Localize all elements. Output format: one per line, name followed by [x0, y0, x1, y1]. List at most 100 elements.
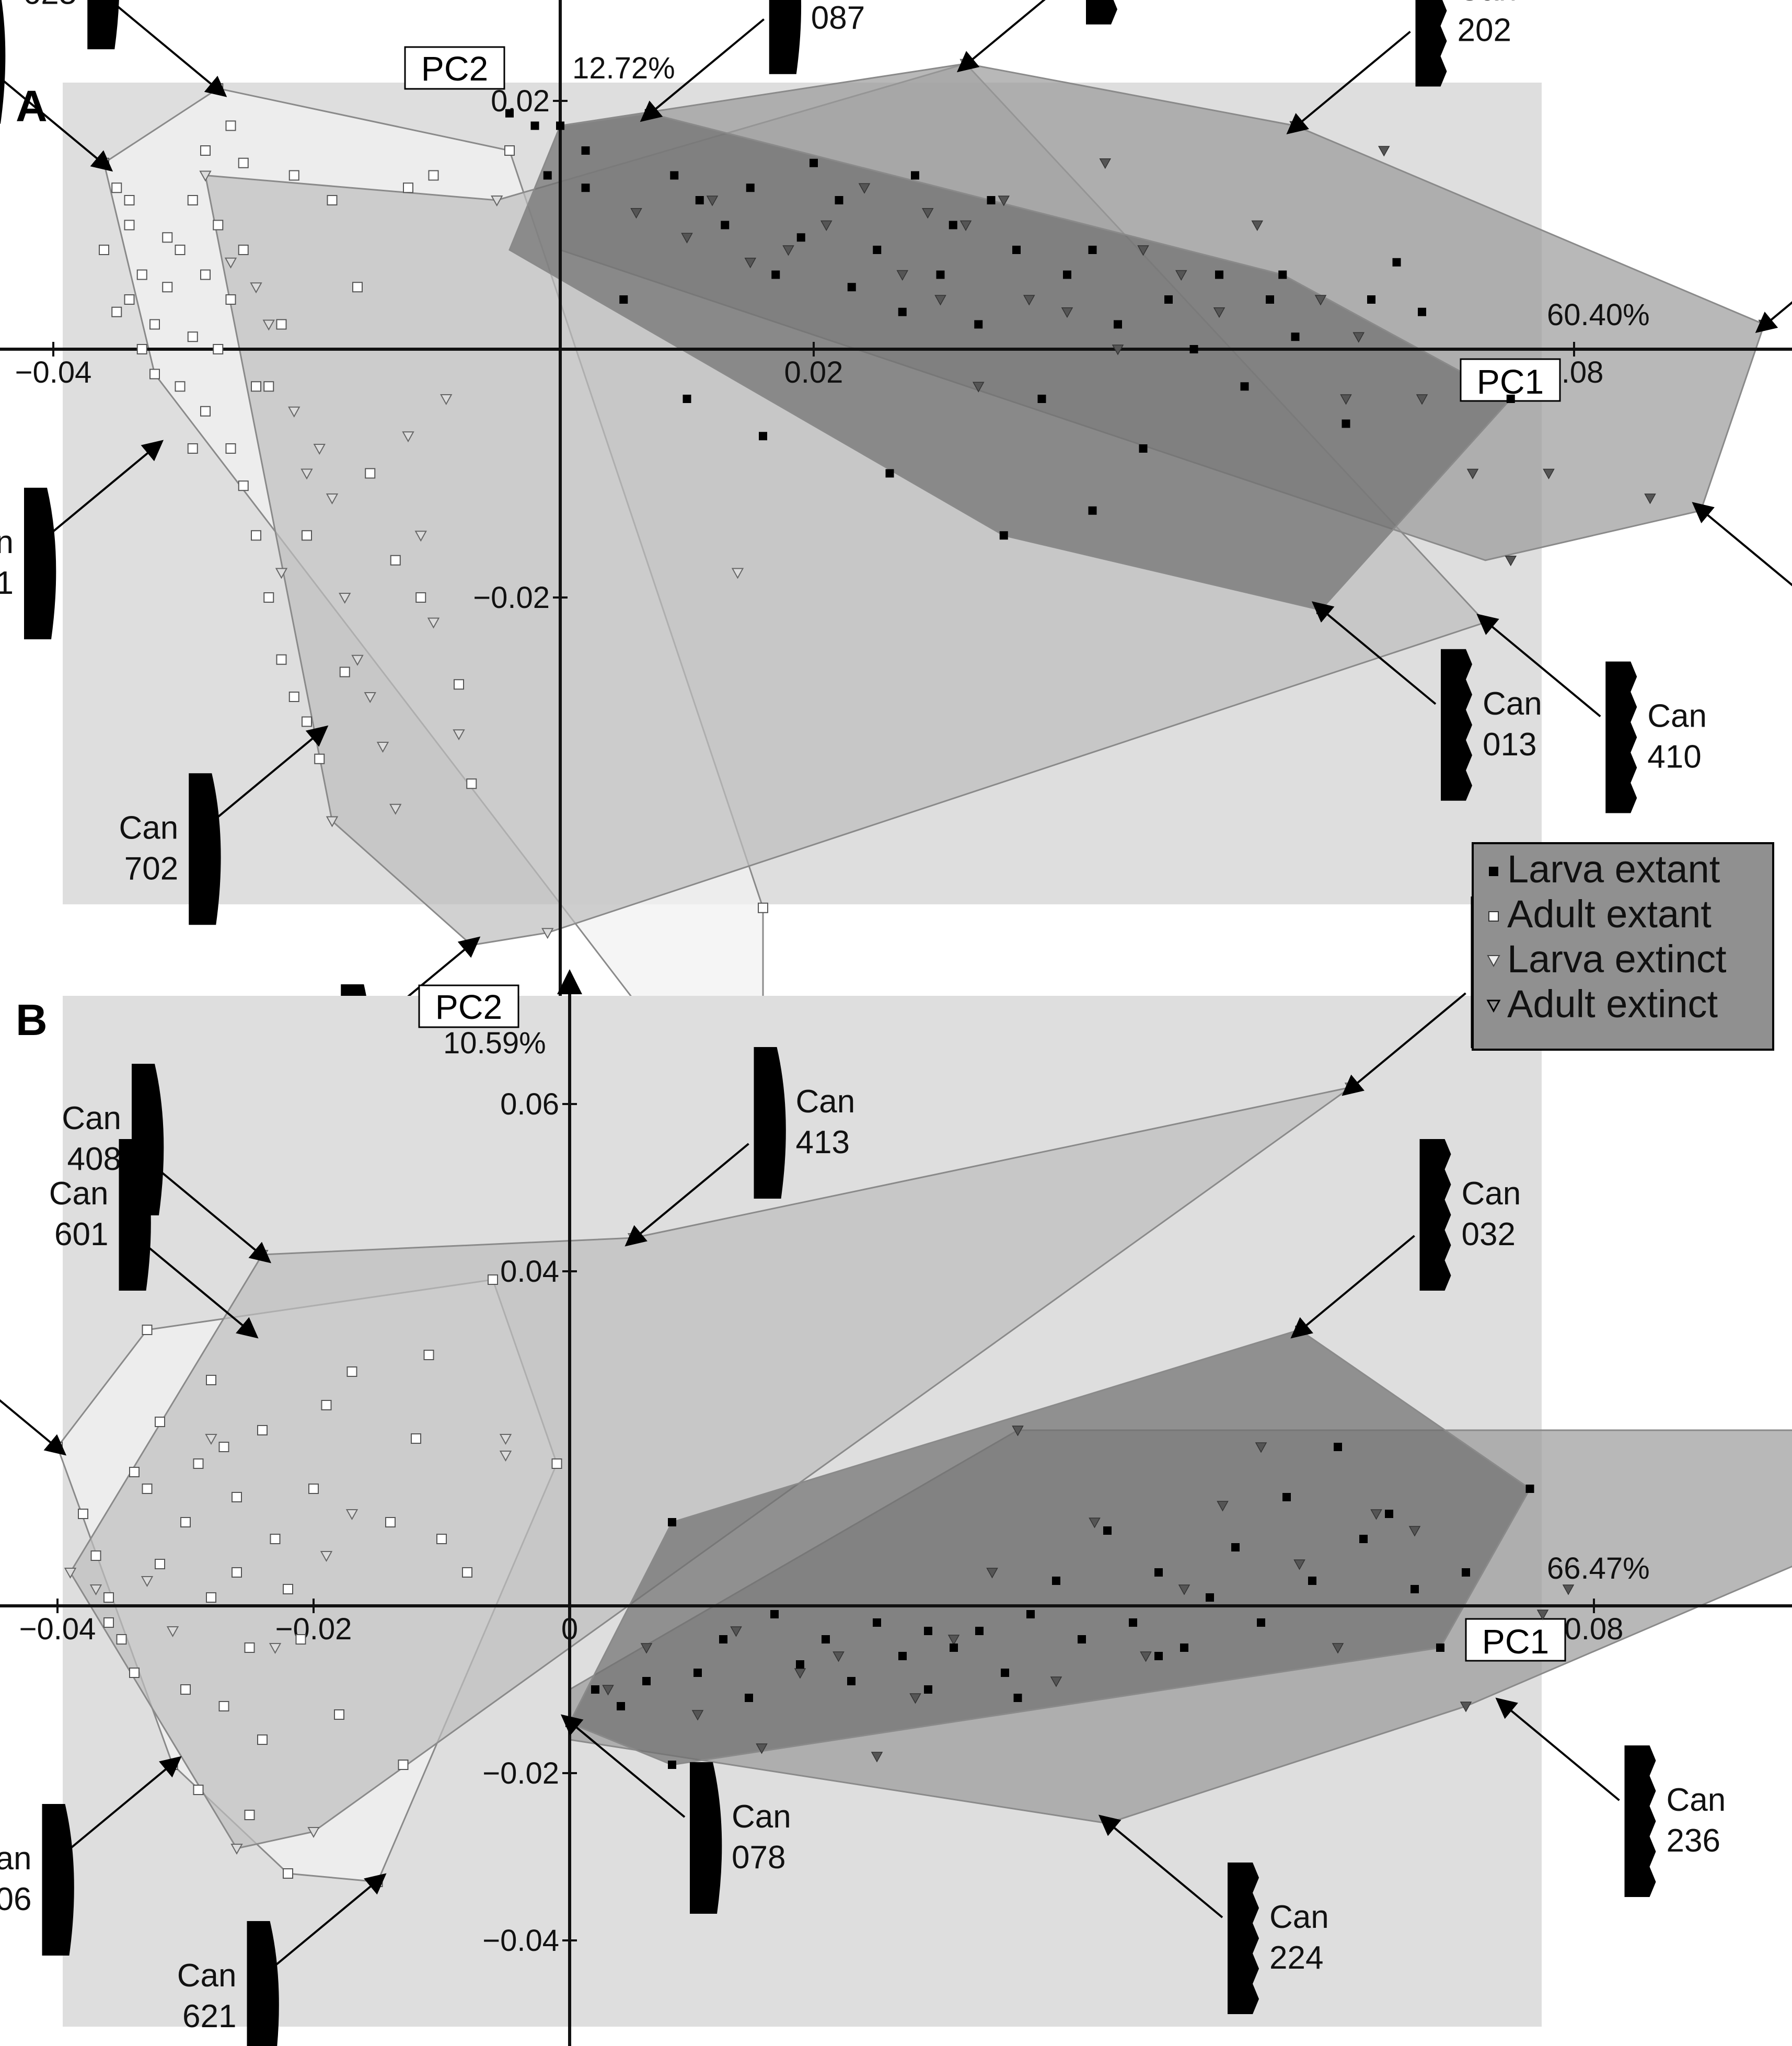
point-adult-extinct — [339, 593, 351, 604]
point-larva-extant — [770, 1610, 779, 1618]
point-adult-extant — [180, 1684, 191, 1695]
callout-label-line1: Can — [732, 1799, 791, 1835]
mandible-silhouette-icon — [690, 1762, 722, 1914]
y-tick-label: −0.04 — [482, 1924, 559, 1958]
mandible-silhouette-icon — [247, 1921, 279, 2046]
point-adult-extinct — [141, 1576, 154, 1588]
point-larva-extinct — [1023, 295, 1035, 306]
point-adult-extant — [454, 679, 464, 690]
x-axis-title-text: PC1 — [1482, 1622, 1549, 1661]
y-axis-title-box — [418, 984, 519, 1028]
callout-can-202: Can 202 — [1286, 0, 1517, 135]
callout-arrow — [625, 1143, 749, 1247]
callout-label-line2: 087 — [811, 0, 865, 36]
point-larva-extant — [591, 1685, 599, 1694]
point-adult-extinct — [307, 1827, 320, 1838]
point-adult-extinct — [731, 568, 744, 579]
point-larva-extant — [1367, 295, 1375, 304]
point-larva-extant — [556, 121, 564, 130]
point-adult-extant — [504, 145, 515, 156]
point-adult-extant — [129, 1467, 140, 1477]
x-variance-label: 60.40% — [1547, 298, 1650, 332]
point-larva-extant — [1206, 1593, 1214, 1602]
point-larva-extant — [619, 295, 628, 304]
point-larva-extinct — [1543, 468, 1555, 480]
point-adult-extinct — [499, 1434, 512, 1445]
callout-arrow — [262, 1873, 387, 1977]
point-adult-extinct — [499, 1451, 512, 1462]
point-adult-extant — [99, 245, 109, 255]
callout-can-013: Can 013 — [1311, 601, 1542, 801]
point-larva-extant — [642, 1677, 651, 1685]
point-adult-extant — [411, 1433, 421, 1444]
point-adult-extant — [251, 530, 261, 541]
point-larva-extant — [1308, 1577, 1316, 1585]
point-adult-extant — [238, 157, 249, 168]
point-adult-extant — [302, 716, 312, 727]
mandible-silhouette-icon — [1624, 1745, 1656, 1897]
point-adult-extant — [321, 1400, 332, 1410]
point-larva-extant — [999, 531, 1008, 540]
panel-letter: A — [16, 82, 48, 131]
callout-can-621: Can 621 — [177, 1873, 387, 2046]
point-adult-extant — [78, 1509, 88, 1519]
callout-label-line1: Can — [1269, 1899, 1329, 1935]
callout-label-line2: 621 — [182, 1998, 236, 2034]
point-larva-extant — [1001, 1669, 1009, 1677]
point-larva-extinct — [959, 220, 972, 232]
point-larva-extant — [1078, 1635, 1086, 1643]
legend-symbol-adult-extinct — [1486, 999, 1501, 1013]
callout-arrow — [134, 1235, 259, 1339]
callout-label-line1: Can — [1647, 698, 1707, 734]
point-adult-extant — [200, 406, 211, 417]
point-adult-extinct — [166, 1626, 179, 1638]
callout-label-line1: Can — [0, 524, 14, 560]
point-adult-extant — [327, 195, 338, 205]
legend-label: Adult extant — [1507, 892, 1712, 936]
point-adult-extinct — [402, 431, 414, 443]
point-adult-extinct — [389, 803, 402, 815]
point-adult-extant — [251, 381, 261, 392]
point-larva-extinct — [1213, 307, 1226, 318]
point-adult-extant — [193, 1785, 204, 1795]
point-adult-extant — [288, 170, 299, 181]
point-adult-extinct — [427, 617, 440, 629]
point-larva-extant — [581, 146, 590, 155]
point-larva-extant — [719, 1635, 727, 1643]
point-larva-extant — [1525, 1485, 1534, 1493]
point-adult-extinct — [269, 1643, 282, 1654]
point-larva-extinct — [602, 1685, 614, 1696]
callout-arrow — [956, 0, 1046, 73]
callout-label-line2: 202 — [1458, 13, 1511, 49]
point-larva-extinct — [1352, 332, 1365, 343]
point-adult-extant — [225, 294, 236, 305]
point-larva-extinct — [1332, 1643, 1344, 1654]
point-larva-extinct — [782, 245, 794, 256]
point-larva-extant — [975, 1627, 984, 1635]
mandible-silhouette-icon — [0, 0, 6, 124]
point-larva-extant — [1266, 295, 1274, 304]
point-larva-extant — [911, 171, 919, 180]
callout-label-line1: Can — [1458, 0, 1517, 8]
point-adult-extant — [263, 592, 274, 603]
callout-label-line1: Can — [1667, 1782, 1726, 1818]
point-larva-extant — [1088, 246, 1097, 254]
point-larva-extant — [668, 1518, 676, 1526]
point-adult-extant — [206, 1592, 216, 1603]
x-axis-title-text: PC1 — [1477, 362, 1544, 401]
point-adult-extinct — [364, 692, 376, 704]
callout-arrow — [1342, 992, 1466, 1096]
x-axis-title-box — [1465, 1618, 1566, 1662]
mandible-silhouette-icon — [754, 1047, 786, 1199]
panel-b: −0.06−0.04−0.0200.080.10.060.04−0.02−0.0… — [0, 896, 1792, 2046]
point-adult-extant — [346, 1366, 357, 1377]
point-adult-extant — [218, 1442, 229, 1452]
point-adult-extinct — [89, 1584, 102, 1596]
point-larva-extant — [1154, 1568, 1163, 1577]
legend-box — [1472, 842, 1774, 1051]
point-larva-extant — [1278, 270, 1287, 279]
point-adult-extant — [175, 245, 186, 255]
mandible-silhouette-icon — [1415, 0, 1447, 87]
point-larva-extinct — [1466, 468, 1479, 480]
point-larva-extant — [1215, 270, 1223, 279]
